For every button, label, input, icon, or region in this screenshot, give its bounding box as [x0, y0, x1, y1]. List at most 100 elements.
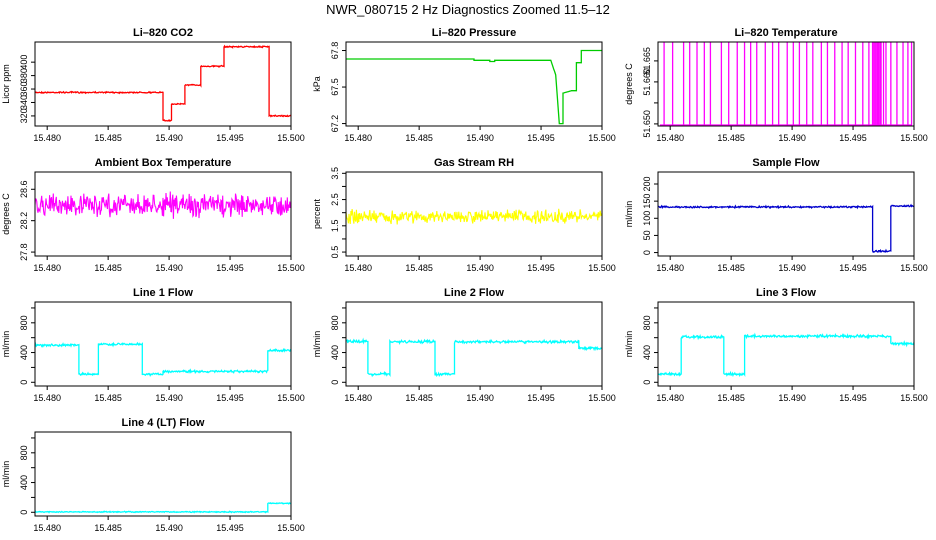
x-tick-label: 15.480 [33, 393, 61, 403]
y-tick-label: 800 [19, 445, 29, 460]
chart-title: Ambient Box Temperature [95, 157, 232, 169]
x-tick-label: 15.490 [466, 393, 494, 403]
y-tick-label: 400 [330, 345, 340, 360]
x-tick-label: 15.485 [405, 263, 433, 273]
y-tick-label: 3.5 [330, 167, 340, 180]
y-tick-label: 0 [19, 510, 29, 515]
chart-title: Line 1 Flow [133, 287, 193, 299]
x-tick-label: 15.480 [344, 393, 372, 403]
chart-panel: Ambient Box Temperature degrees C 15.480 15… [1, 157, 305, 273]
x-tick-label: 15.485 [717, 393, 745, 403]
y-axis-label: degrees C [1, 193, 11, 235]
y-tick-label: 50 [642, 230, 652, 240]
x-tick-label: 15.480 [656, 263, 684, 273]
chart-title: Line 4 (LT) Flow [122, 417, 205, 429]
x-tick-label: 15.500 [277, 133, 305, 143]
page-title: NWR_080715 2 Hz Diagnostics Zoomed 11.5–… [326, 2, 610, 17]
plot-frame [345, 301, 603, 387]
plot-frame [34, 431, 292, 517]
x-tick-label: 15.480 [33, 523, 61, 533]
chart-title: Li–820 Temperature [734, 27, 837, 39]
y-tick-label: 0.5 [330, 246, 340, 259]
y-tick-label: 0 [642, 250, 652, 255]
y-axis-label: ml/min [312, 331, 322, 358]
plot-area [35, 501, 291, 514]
chart-panel: Line 2 Flow ml/min 15.480 15.485 15.490 15.49… [312, 287, 616, 403]
plot-frame [34, 41, 292, 127]
y-tick-label: 340 [19, 95, 29, 110]
y-tick-label: 360 [19, 82, 29, 97]
y-tick-label: 400 [19, 345, 29, 360]
chart-panel: Line 4 (LT) Flow ml/min 15.480 15.485 15.490… [1, 417, 305, 533]
y-axis-label: Licor ppm [1, 64, 11, 104]
x-tick-label: 15.500 [588, 263, 616, 273]
y-axis-label: percent [312, 198, 322, 229]
data-line [658, 332, 914, 378]
data-line [35, 44, 291, 123]
y-axis-label: ml/min [1, 461, 11, 488]
plot-frame [345, 171, 603, 257]
data-line [346, 49, 602, 125]
x-tick-label: 15.490 [155, 393, 183, 403]
plot-frame [657, 41, 915, 127]
plot-area [35, 44, 291, 123]
y-tick-label: 0 [642, 380, 652, 385]
data-line [346, 337, 602, 378]
y-tick-label: 0 [330, 380, 340, 385]
y-axis-label: ml/min [624, 331, 634, 358]
plot-area [658, 203, 914, 254]
x-tick-label: 15.495 [527, 393, 555, 403]
x-tick-label: 15.495 [839, 133, 867, 143]
chart-title: Gas Stream RH [434, 157, 514, 169]
y-tick-label: 1.5 [330, 220, 340, 233]
plot-area [35, 341, 291, 377]
chart-title: Li–820 CO2 [133, 27, 193, 39]
data-line [35, 191, 291, 219]
y-tick-label: 0 [19, 380, 29, 385]
plot-area [35, 191, 291, 219]
plot-area [346, 49, 602, 125]
y-axis-label: ml/min [624, 201, 634, 228]
x-tick-label: 15.490 [778, 393, 806, 403]
y-tick-label: 51.660 [642, 68, 652, 96]
x-tick-label: 15.485 [94, 393, 122, 403]
plot-frame [657, 171, 915, 257]
data-line [346, 208, 602, 225]
plot-frame [345, 41, 603, 127]
y-tick-label: 800 [19, 315, 29, 330]
chart-panel: Line 1 Flow ml/min 15.480 15.485 15.490 15.49… [1, 287, 305, 403]
x-tick-label: 15.490 [466, 133, 494, 143]
x-tick-label: 15.495 [216, 523, 244, 533]
data-line [35, 501, 291, 514]
x-tick-label: 15.485 [94, 133, 122, 143]
data-line [658, 203, 914, 254]
x-tick-label: 15.490 [155, 523, 183, 533]
y-tick-label: 28.2 [19, 212, 29, 230]
y-tick-label: 400 [642, 345, 652, 360]
y-tick-label: 380 [19, 68, 29, 83]
y-tick-label: 51.650 [642, 110, 652, 138]
y-tick-label: 2.5 [330, 193, 340, 206]
chart-title: Li–820 Pressure [432, 27, 516, 39]
y-tick-label: 400 [19, 475, 29, 490]
x-tick-label: 15.485 [717, 133, 745, 143]
x-tick-label: 15.490 [778, 133, 806, 143]
y-tick-label: 800 [330, 315, 340, 330]
y-axis-label: degrees C [624, 63, 634, 105]
x-tick-label: 15.495 [216, 393, 244, 403]
x-tick-label: 15.495 [216, 263, 244, 273]
x-tick-label: 15.500 [277, 523, 305, 533]
chart-panel: Sample Flow ml/min 15.480 15.485 15.490 15.49… [624, 157, 928, 273]
y-tick-label: 100 [642, 211, 652, 226]
x-tick-label: 15.480 [656, 133, 684, 143]
chart-panel: Gas Stream RH percent 15.480 15.485 15.490 15… [312, 157, 616, 273]
x-tick-label: 15.485 [405, 393, 433, 403]
x-tick-label: 15.490 [155, 263, 183, 273]
y-tick-label: 27.8 [19, 243, 29, 261]
chart-panel: Li–820 Pressure kPa 15.480 15.485 15.490 15.4… [312, 27, 616, 143]
y-tick-label: 150 [642, 194, 652, 209]
chart-title: Sample Flow [752, 157, 820, 169]
plot-area [658, 332, 914, 378]
x-tick-label: 15.495 [839, 393, 867, 403]
